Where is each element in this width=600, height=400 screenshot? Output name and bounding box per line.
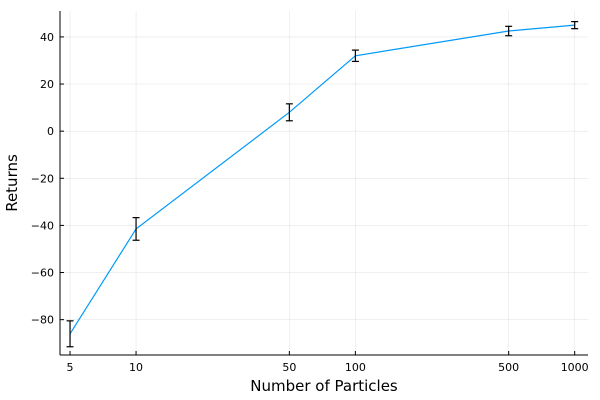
series-line [69, 24, 575, 335]
error-bar [66, 320, 74, 348]
error-bar [505, 25, 513, 37]
y-ticks: −80 −60 −40 −20 0 20 40 [31, 31, 64, 327]
x-tick-label: 500 [498, 361, 519, 374]
error-bar [285, 103, 293, 122]
x-tick-label: 1000 [561, 361, 589, 374]
axes [59, 11, 588, 356]
x-ticks: 5 10 50 100 500 1000 [67, 351, 589, 374]
y-tick-label: 40 [40, 31, 54, 44]
y-tick-label: −60 [31, 267, 54, 280]
y-tick-label: 20 [40, 78, 54, 91]
y-tick-label: −20 [31, 172, 54, 185]
error-bar [132, 217, 140, 241]
error-bar [351, 49, 359, 63]
y-axis-title: Returns [3, 154, 21, 212]
x-tick-label: 5 [67, 361, 74, 374]
error-bars [66, 21, 579, 348]
y-tick-label: −40 [31, 219, 54, 232]
x-tick-label: 100 [345, 361, 366, 374]
grid [60, 11, 588, 355]
x-axis-title: Number of Particles [250, 377, 398, 395]
y-tick-label: 0 [47, 125, 54, 138]
x-tick-label: 50 [282, 361, 296, 374]
y-tick-label: −80 [31, 314, 54, 327]
x-tick-label: 10 [129, 361, 143, 374]
series [69, 24, 575, 335]
error-bar [571, 21, 579, 30]
